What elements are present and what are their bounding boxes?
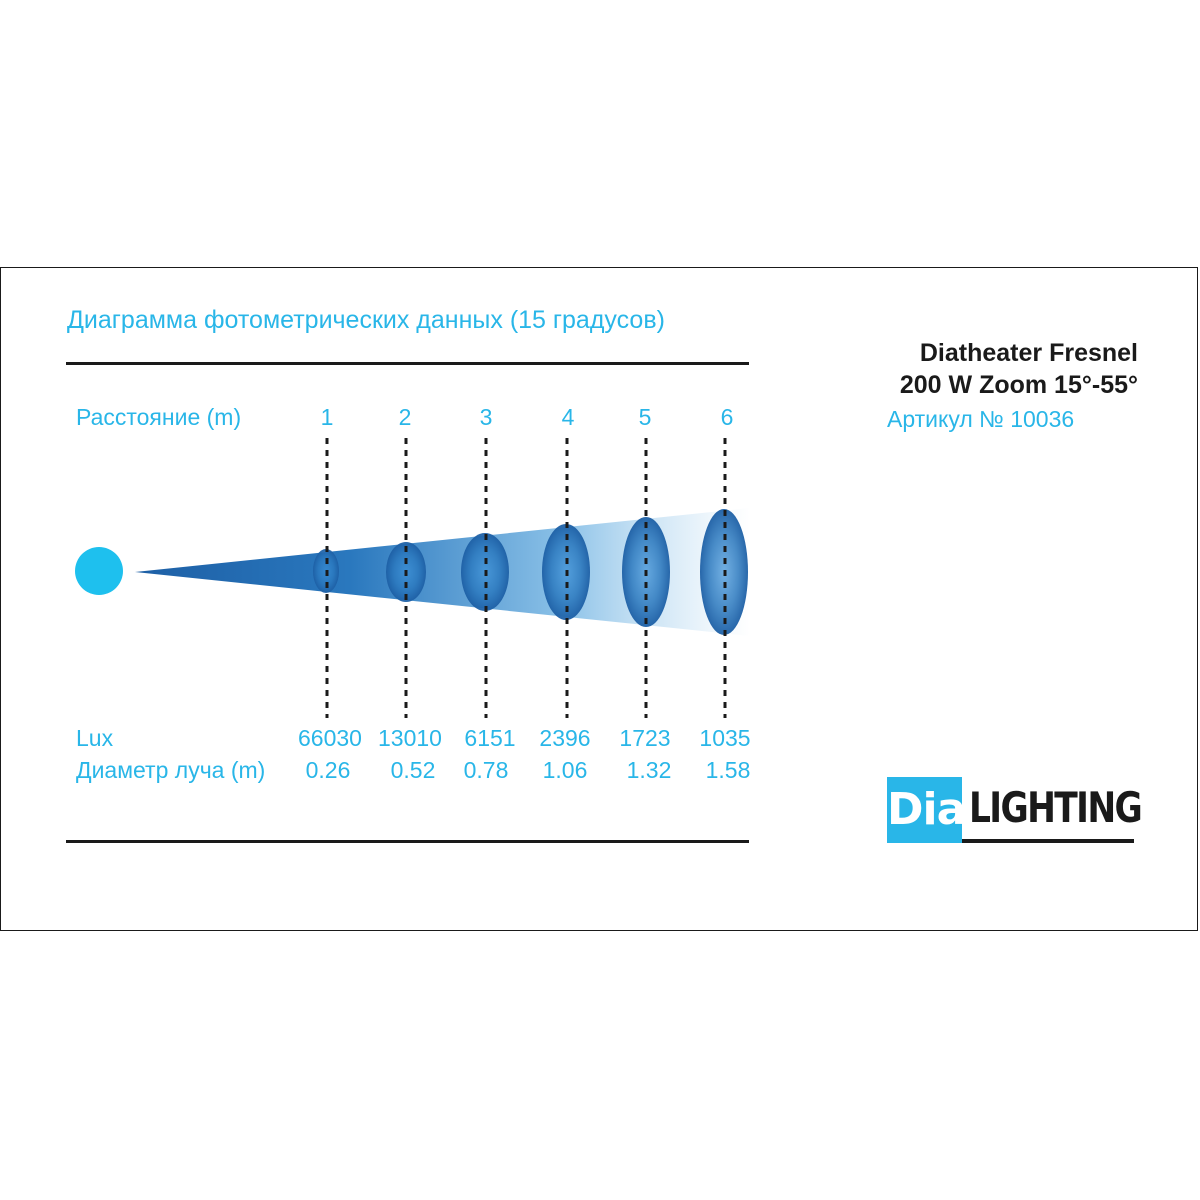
diagram-title: Диаграмма фотометрических данных (15 гра… <box>67 306 665 334</box>
content-frame <box>0 267 1198 931</box>
top-divider <box>66 362 749 365</box>
dia-lighting-logo: Dia LIGHTING <box>887 777 1143 847</box>
lux-value: 66030 <box>298 725 362 751</box>
logo-mark: Dia <box>887 777 966 843</box>
distance-label: Расстояние (m) <box>76 404 242 430</box>
diameter-value: 0.26 <box>305 757 351 783</box>
lux-value: 6151 <box>464 725 516 751</box>
article-number: Артикул № 10036 <box>887 406 1075 432</box>
lux-value: 1035 <box>699 725 751 751</box>
diameter-value: 0.52 <box>390 757 436 783</box>
beam-cone <box>135 508 750 636</box>
light-source-icon <box>75 547 123 595</box>
distance-value: 4 <box>561 404 575 430</box>
distance-value: 3 <box>479 404 493 430</box>
product-name-line1: Diatheater Fresnel <box>919 339 1138 367</box>
diameter-value: 1.32 <box>626 757 672 783</box>
bottom-divider <box>66 840 749 843</box>
logo-underline <box>962 839 1134 843</box>
distance-value: 6 <box>720 404 734 430</box>
lux-label: Lux <box>76 725 114 751</box>
distance-guides <box>325 438 727 718</box>
distance-value: 5 <box>638 404 652 430</box>
distance-value: 1 <box>320 404 334 430</box>
diameter-value: 1.58 <box>705 757 751 783</box>
logo-wordmark: LIGHTING <box>969 783 1143 832</box>
lux-value: 1723 <box>619 725 671 751</box>
lux-value: 13010 <box>378 725 442 751</box>
diameter-value: 0.78 <box>463 757 509 783</box>
distance-value: 2 <box>398 404 412 430</box>
product-name-line2: 200 W Zoom 15°-55° <box>899 371 1138 399</box>
lux-value: 2396 <box>539 725 591 751</box>
diameter-value: 1.06 <box>542 757 588 783</box>
diameter-label: Диаметр луча (m) <box>76 757 266 783</box>
